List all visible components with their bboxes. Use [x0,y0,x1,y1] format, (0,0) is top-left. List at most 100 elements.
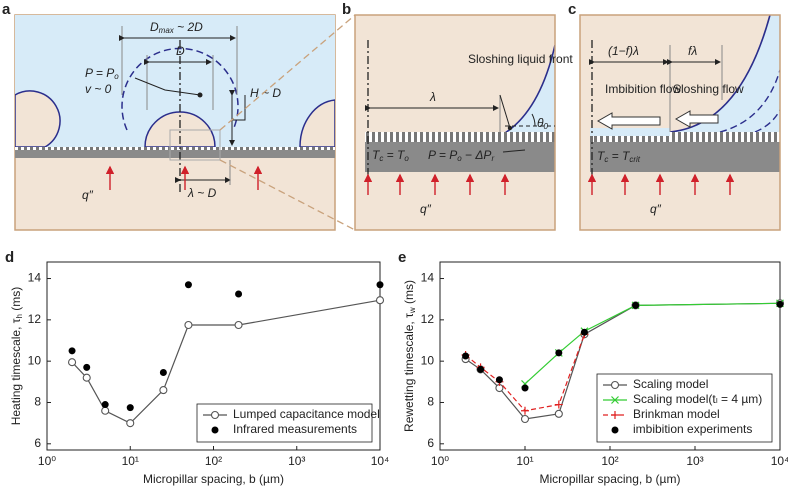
marker [159,369,167,377]
y-tick-label: 14 [421,271,435,285]
label: Tc = To [372,148,409,163]
y-tick-label: 6 [34,436,41,450]
panel-b: b λ Sloshing liquid front θ0 Tc = To P =… [342,1,573,231]
label: Sloshing flow [673,82,744,96]
marker [632,301,640,309]
label: o [114,72,119,81]
panel-letter: b [342,1,351,18]
panel-letter: c [568,1,576,18]
marker [184,320,193,330]
marker [554,409,563,418]
label: (1−f)λ [608,44,639,58]
label: c [379,154,383,163]
label: T [372,148,381,162]
label: q″ [650,202,662,216]
label: θ [537,116,544,130]
series-line [71,299,381,424]
marker [554,400,563,409]
marker [611,426,619,434]
y-axis-label: (ms) [402,280,416,307]
legend-label: Infrared measurements [233,422,357,436]
marker [580,328,588,336]
label: P = P [428,148,457,162]
x-tick-label: 10⁰ [431,454,449,468]
x-tick-label: 10² [205,454,222,468]
marker [235,290,243,298]
label: Tc = Tcrit [597,149,641,164]
label: r [491,154,494,163]
label: ~ 2D [174,20,203,34]
marker [495,376,503,384]
y-tick-label: 14 [28,271,42,285]
label: fλ [688,44,697,58]
y-axis-label: Rewetting timescale, τw (ms) [402,280,417,432]
label: v ~ 0 [85,82,112,96]
y-axis-label: w [408,307,417,314]
y-tick-label: 10 [28,353,42,367]
marker [477,365,485,373]
x-axis-label: Micropillar spacing, b (µm) [143,472,284,486]
label: 0 [544,122,549,131]
y-tick-label: 12 [28,312,42,326]
marker [520,414,530,424]
marker [126,419,135,428]
marker [159,386,168,395]
label: P = P [85,66,114,80]
x-tick-label: 10⁰ [38,454,56,468]
y-tick-label: 6 [427,436,434,450]
panel-letter: a [2,1,11,18]
label: c [604,155,608,164]
marker [521,384,529,392]
label: o [457,154,462,163]
x-tick-label: 10² [601,454,618,468]
marker [83,363,91,371]
marker [126,404,134,412]
marker [376,281,384,289]
panel-letter: d [5,249,14,266]
y-axis-label: Rewetting timescale, τ [402,313,416,432]
label: P = Po [85,66,119,81]
legend-label: Lumped capacitance model [233,407,380,421]
label: o [404,154,409,163]
marker [68,347,76,355]
y-tick-label: 8 [427,395,434,409]
panel-letter: e [398,249,406,266]
label: θ0 [537,116,549,131]
y-axis-label: h [15,314,24,318]
x-tick-label: 10¹ [122,454,139,468]
x-tick-label: 10⁴ [371,454,390,468]
panel-a: a Dmax ~ 2D D P = Po v ~ 0 H ~ D λ ~ D q… [2,1,336,231]
label: D [176,44,185,58]
legend-label: Brinkman model [633,407,720,421]
x-tick-label: 10³ [288,454,305,468]
label: Imbibition flow [605,82,681,96]
x-tick-label: 10⁴ [771,454,788,468]
legend-label: Scaling model(tₗ = 4 µm) [633,392,762,406]
label: D [150,20,159,34]
label: q″ [420,202,432,216]
label: λ ~ D [187,186,217,200]
y-axis-label: (ms) [9,287,23,314]
marker [234,320,243,330]
series-line [465,334,585,412]
y-axis-label: Heating timescale, τ [9,318,23,425]
marker [611,396,619,404]
marker [555,349,563,357]
label: max [159,26,175,35]
x-tick-label: 10³ [686,454,703,468]
label: P = Po − ΔPr [428,148,494,163]
legend-box [196,403,373,443]
marker [184,281,192,289]
label: = T [608,149,631,163]
label: q″ [82,188,94,202]
marker [462,352,470,360]
y-tick-label: 12 [421,312,435,326]
x-axis-label: Micropillar spacing, b (µm) [540,472,681,486]
legend-label: Scaling model [633,377,708,391]
label: H ~ D [250,86,281,100]
label: Dmax ~ 2D [150,20,203,35]
y-tick-label: 8 [34,395,41,409]
series-line [524,302,781,385]
marker [82,373,91,382]
